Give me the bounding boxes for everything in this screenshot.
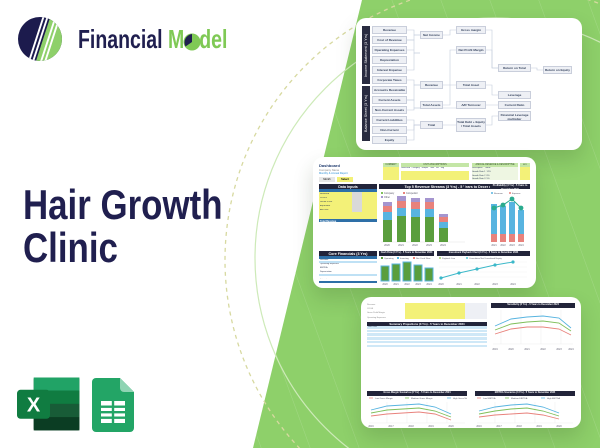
svg-text:Medium EBITDA: Medium EBITDA xyxy=(511,397,528,400)
svg-text:X: X xyxy=(27,395,41,417)
svg-text:2021: 2021 xyxy=(491,244,497,247)
svg-text:2021: 2021 xyxy=(456,283,462,286)
svg-text:2020: 2020 xyxy=(382,283,388,286)
svg-text:2016: 2016 xyxy=(476,425,482,428)
svg-text:High Gross Margin: High Gross Margin xyxy=(453,397,467,400)
svg-text:2023: 2023 xyxy=(492,283,498,286)
svg-text:2023: 2023 xyxy=(509,244,515,247)
svg-text:2019: 2019 xyxy=(428,425,434,428)
svg-text:Expense: Expense xyxy=(512,193,521,195)
svg-text:2022: 2022 xyxy=(412,243,418,247)
svg-text:Other: Other xyxy=(384,196,390,199)
svg-text:2024: 2024 xyxy=(426,283,432,286)
svg-text:2021: 2021 xyxy=(524,348,530,351)
svg-text:2021: 2021 xyxy=(398,243,404,247)
svg-text:2020: 2020 xyxy=(448,425,454,428)
svg-text:2016: 2016 xyxy=(368,425,374,428)
svg-text:2021: 2021 xyxy=(393,283,399,286)
svg-text:Payback Line: Payback Line xyxy=(442,258,456,260)
svg-text:2018: 2018 xyxy=(516,425,522,428)
svg-text:2023: 2023 xyxy=(415,283,421,286)
svg-text:2022: 2022 xyxy=(404,283,410,286)
svg-text:Medium Gross Margin: Medium Gross Margin xyxy=(411,397,433,400)
svg-text:2020: 2020 xyxy=(508,348,514,351)
svg-text:2024: 2024 xyxy=(510,283,516,286)
svg-text:Investing: Investing xyxy=(400,257,410,260)
svg-text:Net Cash Flow: Net Cash Flow xyxy=(416,257,431,260)
svg-text:Company: Company xyxy=(384,192,395,195)
svg-text:Low Gross Margin: Low Gross Margin xyxy=(375,397,394,400)
svg-text:2022: 2022 xyxy=(474,283,480,286)
svg-text:Competitor: Competitor xyxy=(406,192,418,195)
svg-text:Revenue: Revenue xyxy=(494,193,504,195)
svg-text:Low EBITDA: Low EBITDA xyxy=(483,397,496,400)
svg-text:2017: 2017 xyxy=(388,425,394,428)
svg-text:2020: 2020 xyxy=(438,283,444,286)
svg-text:2019: 2019 xyxy=(536,425,542,428)
svg-text:2024: 2024 xyxy=(518,244,524,247)
svg-text:2018: 2018 xyxy=(408,425,414,428)
svg-text:2024: 2024 xyxy=(440,243,446,247)
svg-text:Operating: Operating xyxy=(384,257,394,260)
svg-text:High EBITDA: High EBITDA xyxy=(547,397,561,400)
svg-text:2020: 2020 xyxy=(384,243,390,247)
svg-text:2022: 2022 xyxy=(540,348,546,351)
svg-text:2017: 2017 xyxy=(496,425,502,428)
svg-text:2024: 2024 xyxy=(568,348,574,351)
svg-text:2023: 2023 xyxy=(556,348,562,351)
svg-text:Cumulative Net Unrealized Equi: Cumulative Net Unrealized Equity xyxy=(469,257,503,260)
svg-text:2020: 2020 xyxy=(556,425,562,428)
svg-text:2019: 2019 xyxy=(492,348,498,351)
svg-text:2023: 2023 xyxy=(426,243,432,247)
svg-text:2022: 2022 xyxy=(500,244,506,247)
